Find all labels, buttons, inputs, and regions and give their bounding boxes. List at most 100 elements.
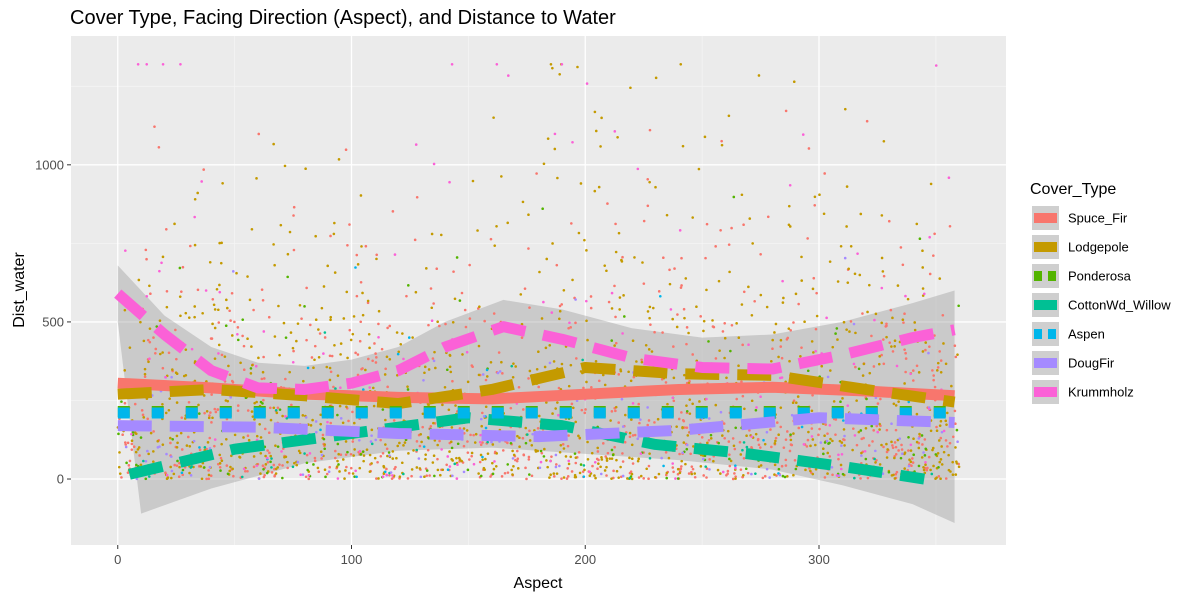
data-point — [633, 256, 636, 259]
data-point — [388, 357, 392, 361]
data-point — [880, 256, 884, 260]
data-point — [314, 420, 318, 423]
data-point — [515, 449, 519, 453]
data-point — [738, 440, 742, 444]
data-point — [882, 362, 886, 366]
data-point — [198, 446, 201, 449]
data-point — [866, 476, 870, 480]
data-point — [771, 338, 774, 342]
data-point — [389, 471, 393, 474]
data-point — [136, 448, 140, 451]
data-point — [674, 477, 677, 480]
data-point — [451, 320, 455, 324]
data-point — [263, 427, 267, 431]
data-point — [631, 402, 635, 405]
data-point — [173, 463, 177, 467]
data-point — [665, 213, 669, 217]
data-point — [200, 180, 203, 183]
data-point — [942, 342, 945, 345]
data-point — [608, 457, 612, 460]
data-point — [224, 324, 228, 328]
data-point — [124, 249, 127, 252]
data-point — [932, 374, 935, 377]
data-point — [929, 429, 933, 433]
data-point — [807, 147, 811, 150]
data-point — [384, 367, 387, 371]
data-point — [714, 357, 718, 360]
data-point — [779, 406, 783, 409]
data-point — [431, 357, 435, 360]
data-point — [890, 440, 893, 444]
data-point — [190, 347, 194, 351]
data-point — [768, 476, 771, 479]
data-point — [337, 158, 341, 161]
data-point — [912, 437, 915, 440]
data-point — [292, 205, 296, 209]
data-point — [180, 290, 183, 293]
data-point — [603, 383, 607, 387]
data-point — [576, 65, 579, 69]
data-point — [712, 459, 715, 463]
data-point — [210, 393, 213, 396]
data-point — [672, 470, 675, 474]
data-point — [402, 357, 405, 361]
data-point — [879, 397, 882, 401]
smooth-line — [128, 412, 926, 485]
data-point — [642, 282, 646, 285]
data-point — [951, 435, 955, 439]
data-point — [301, 414, 305, 417]
data-point — [922, 468, 926, 472]
data-point — [889, 308, 893, 312]
data-point — [806, 369, 810, 373]
data-point — [837, 457, 840, 461]
data-point — [672, 345, 675, 348]
data-point — [317, 355, 321, 359]
data-point — [421, 412, 425, 416]
data-point — [793, 459, 797, 462]
data-point — [711, 319, 714, 322]
data-point — [775, 474, 778, 477]
data-point — [810, 427, 814, 430]
data-point — [175, 434, 179, 438]
data-point — [820, 364, 824, 368]
data-point — [880, 286, 884, 290]
data-point — [771, 347, 774, 351]
data-point — [774, 322, 778, 326]
data-point — [702, 319, 706, 323]
data-point — [876, 430, 880, 434]
data-point — [373, 456, 377, 460]
data-point — [506, 463, 510, 466]
data-point — [584, 408, 587, 411]
data-point — [774, 436, 778, 440]
data-point — [172, 472, 176, 476]
data-point — [784, 458, 788, 462]
data-point — [135, 463, 138, 467]
data-point — [548, 344, 552, 347]
data-point — [807, 430, 810, 434]
data-point — [449, 370, 453, 374]
data-point — [270, 457, 273, 460]
data-point — [631, 462, 635, 465]
data-point — [232, 474, 235, 478]
data-point — [688, 398, 692, 401]
data-point — [226, 472, 230, 476]
data-point — [278, 353, 281, 357]
data-point — [506, 441, 509, 445]
data-point — [789, 438, 793, 442]
data-point — [334, 387, 337, 390]
data-point — [193, 243, 197, 247]
data-point — [507, 74, 510, 77]
data-point — [723, 322, 727, 325]
data-point — [273, 335, 277, 338]
data-point — [740, 193, 744, 197]
data-point — [491, 443, 495, 446]
data-point — [665, 476, 669, 480]
data-point — [549, 459, 552, 463]
data-point — [161, 255, 165, 259]
data-point — [152, 336, 155, 339]
data-point — [823, 476, 827, 479]
data-point — [372, 404, 376, 408]
data-point — [377, 477, 380, 480]
data-point — [941, 313, 945, 317]
smooth-line — [114, 289, 956, 395]
